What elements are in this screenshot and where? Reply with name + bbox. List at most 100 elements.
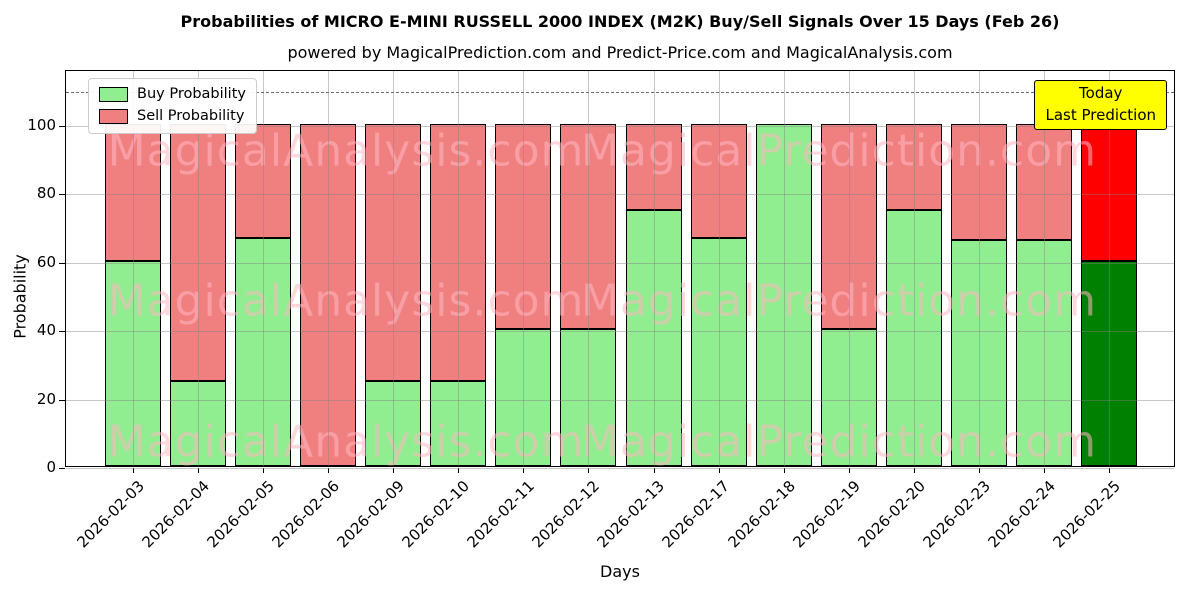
y-tick: [59, 468, 65, 469]
v-gridline: [393, 71, 395, 466]
plot-area: Buy Probability Sell Probability Today L…: [27, 70, 1175, 551]
bar-buy-segment: [495, 329, 552, 466]
y-tick-label: 60: [36, 252, 56, 271]
legend-label-sell: Sell Probability: [137, 107, 245, 124]
bar-sell-segment: [170, 124, 227, 381]
x-tick-label: 2026-02-20: [854, 477, 929, 552]
x-tick: [783, 468, 785, 473]
y-tick: [59, 331, 65, 333]
x-tick-label: 2026-02-09: [333, 477, 409, 552]
y-tick-label: 80: [36, 184, 56, 203]
x-tick: [718, 468, 720, 473]
h-gridline: [66, 331, 1174, 333]
x-tick: [913, 468, 915, 473]
legend-label-buy: Buy Probability: [137, 86, 246, 102]
legend: Buy Probability Sell Probability: [88, 78, 257, 134]
v-gridline: [133, 71, 134, 466]
x-tick: [653, 468, 655, 473]
bar-sell-segment: [235, 124, 292, 238]
v-gridline: [848, 71, 850, 466]
bar-buy-segment: [560, 329, 617, 466]
x-tick: [133, 468, 134, 473]
bar-buy-segment: [235, 237, 292, 466]
bar-buy-segment: [170, 380, 227, 466]
v-gridline: [328, 71, 330, 466]
x-tick-label: 2026-02-19: [789, 477, 864, 552]
h-gridline: [66, 399, 1174, 401]
v-gridline: [978, 71, 980, 466]
bar-sell-segment: [430, 124, 487, 381]
x-tick-label: 2026-02-12: [528, 477, 604, 552]
bar-buy-segment: [885, 209, 942, 466]
x-tick: [198, 468, 200, 473]
bar-buy-segment: [690, 237, 747, 466]
v-gridline: [523, 71, 525, 466]
x-tick-label: 2026-02-18: [724, 477, 799, 552]
x-tick: [458, 468, 460, 473]
x-tick-label: 2026-02-13: [593, 477, 669, 552]
y-tick: [59, 194, 65, 196]
h-gridline: [66, 262, 1174, 264]
bar-buy-segment: [820, 329, 877, 466]
y-tick: [59, 399, 65, 401]
watermark-text: MagicalAnalysis.com: [107, 275, 585, 327]
bar-sell-segment: [560, 124, 617, 330]
legend-item-buy: Buy Probability: [99, 84, 246, 106]
v-gridline: [913, 71, 915, 466]
v-gridline: [588, 71, 590, 466]
h-gridline: [66, 468, 1174, 469]
y-tick-label: 40: [36, 321, 56, 340]
y-tick-label: 100: [27, 116, 56, 134]
h-gridline: [66, 194, 1174, 196]
y-axis-label: Probability: [10, 254, 30, 339]
x-tick: [978, 468, 980, 473]
x-tick: [848, 468, 850, 473]
v-gridline: [1109, 71, 1111, 466]
bar-sell-segment: [365, 124, 422, 381]
watermark-text: MagicalPrediction.com: [581, 416, 1097, 468]
watermark-text: MagicalPrediction.com: [581, 275, 1097, 327]
x-tick-label: 2026-02-23: [919, 477, 994, 552]
today-dashed-line: [66, 91, 1174, 93]
bar-sell-segment: [885, 124, 942, 210]
x-tick-label: 2026-02-06: [268, 477, 343, 552]
x-tick-label: 2026-02-11: [463, 477, 539, 552]
v-gridline: [263, 71, 265, 466]
bar-buy-segment: [625, 209, 682, 466]
annotation-line-2: Last Prediction: [1045, 105, 1156, 124]
bar-buy-segment: [105, 260, 161, 466]
x-tick-label: 2026-02-25: [1049, 477, 1124, 552]
x-tick-label: 2026-02-05: [203, 477, 278, 552]
h-gridline: [66, 126, 1174, 127]
bar-sell-segment: [1015, 124, 1072, 241]
x-tick: [588, 468, 590, 473]
x-tick-label: 2026-02-17: [658, 477, 734, 552]
chart-subtitle: powered by MagicalPrediction.com and Pre…: [287, 43, 953, 62]
x-tick-label: 2026-02-24: [984, 477, 1059, 552]
bar-sell-segment: [495, 124, 552, 330]
y-tick-label: 20: [36, 389, 56, 408]
y-tick-label: 0: [46, 458, 56, 476]
v-gridline: [653, 71, 655, 466]
annotation-line-1: Today: [1079, 84, 1123, 102]
today-annotation-box: Today Last Prediction: [1034, 80, 1167, 130]
watermark-text: MagicalAnalysis.com: [107, 416, 585, 468]
x-tick: [393, 468, 395, 473]
chart-title: Probabilities of MICRO E-MINI RUSSELL 20…: [180, 12, 1060, 31]
legend-swatch-buy-icon: [99, 87, 128, 103]
x-tick-label: 2026-02-10: [398, 477, 474, 552]
x-tick: [1043, 468, 1045, 473]
x-tick: [328, 468, 330, 473]
bar-sell-segment: [950, 124, 1007, 241]
legend-item-sell: Sell Probability: [99, 106, 246, 128]
x-tick-label: 2026-02-04: [138, 477, 213, 552]
bar-buy-segment: [755, 124, 812, 466]
x-tick-label: 2026-02-03: [73, 477, 148, 552]
bar-sell-segment: [625, 124, 682, 210]
y-tick: [59, 126, 65, 127]
v-gridline: [1043, 71, 1045, 466]
v-gridline: [783, 71, 785, 466]
x-tick: [263, 468, 265, 473]
bar-sell-segment: [300, 124, 357, 466]
